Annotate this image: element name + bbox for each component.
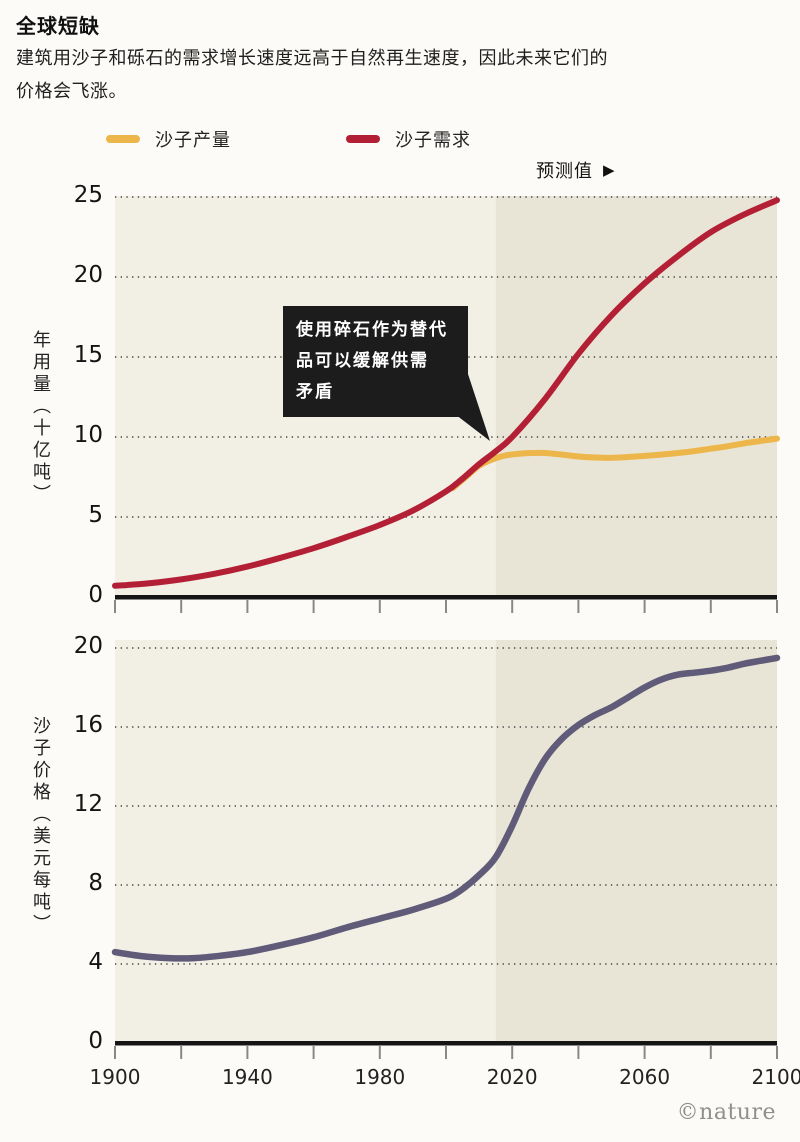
- price-plot: [111, 640, 781, 1059]
- x-tick-label: 2060: [619, 1065, 671, 1089]
- x-tick-label: 2100: [751, 1065, 800, 1089]
- y-tick-label: 16: [73, 712, 103, 738]
- forecast-arrow-icon: ▶: [603, 161, 616, 179]
- callout-line: 使用碎石作为替代: [296, 320, 448, 340]
- production-line-swatch: [106, 135, 140, 143]
- forecast-region: [495, 196, 777, 597]
- y-tick-label: 25: [73, 182, 103, 208]
- x-tick-label: 1940: [221, 1065, 273, 1089]
- callout-line: 矛盾: [296, 382, 334, 402]
- y-tick-label: 0: [88, 582, 103, 608]
- y-tick-label: 10: [73, 422, 103, 448]
- forecast-label-text: 预测值: [536, 161, 593, 182]
- y-tick-label: 15: [73, 342, 103, 368]
- subtitle: 建筑用沙子和砾石的需求增长速度远高于自然再生速度，因此未来它们的价格会飞涨。: [16, 48, 608, 102]
- demand-line-swatch: [346, 135, 380, 143]
- nature-watermark: ©nature: [676, 1100, 776, 1125]
- series-line-沙子产量: [449, 435, 780, 492]
- y-tick-label: 8: [88, 870, 103, 896]
- forecast-region: [495, 640, 777, 1043]
- legend-item-demand: 沙子需求: [346, 126, 471, 152]
- y-tick-label: 0: [88, 1028, 103, 1054]
- x-tick-label: 2020: [486, 1065, 538, 1089]
- y-tick-label: 5: [88, 502, 103, 528]
- callout-box: 使用碎石作为替代 品可以缓解供需 矛盾: [283, 306, 468, 417]
- y-tick-label: 4: [88, 949, 103, 975]
- x-tick-label: 1980: [354, 1065, 406, 1089]
- callout-line: 品可以缓解供需: [296, 351, 429, 371]
- forecast-label: 预测值 ▶: [536, 157, 616, 183]
- y-tick-label: 20: [73, 262, 103, 288]
- series-line-沙子需求: [112, 197, 780, 589]
- history-region: [115, 640, 496, 1043]
- page-title: 全球短缺: [16, 14, 100, 38]
- legend-label-demand: 沙子需求: [395, 130, 471, 151]
- y-tick-label: 12: [73, 791, 103, 817]
- price-y-axis-title: 沙子价格（美元每吨）: [30, 716, 51, 936]
- x-tick-label: 1900: [89, 1065, 141, 1089]
- price-chart: 0 4 8 12 16 20 1900 1940 1980 2020 2060 2100: [74, 633, 800, 1089]
- y-tick-label: 20: [73, 633, 103, 659]
- usage-y-axis-title: 年用量（十亿吨）: [30, 330, 51, 506]
- legend-label-production: 沙子产量: [155, 130, 231, 151]
- x-axis: [115, 595, 777, 600]
- x-axis: [115, 1041, 777, 1046]
- series-line-沙子价格: [111, 654, 781, 962]
- legend-item-production: 沙子产量: [106, 126, 231, 152]
